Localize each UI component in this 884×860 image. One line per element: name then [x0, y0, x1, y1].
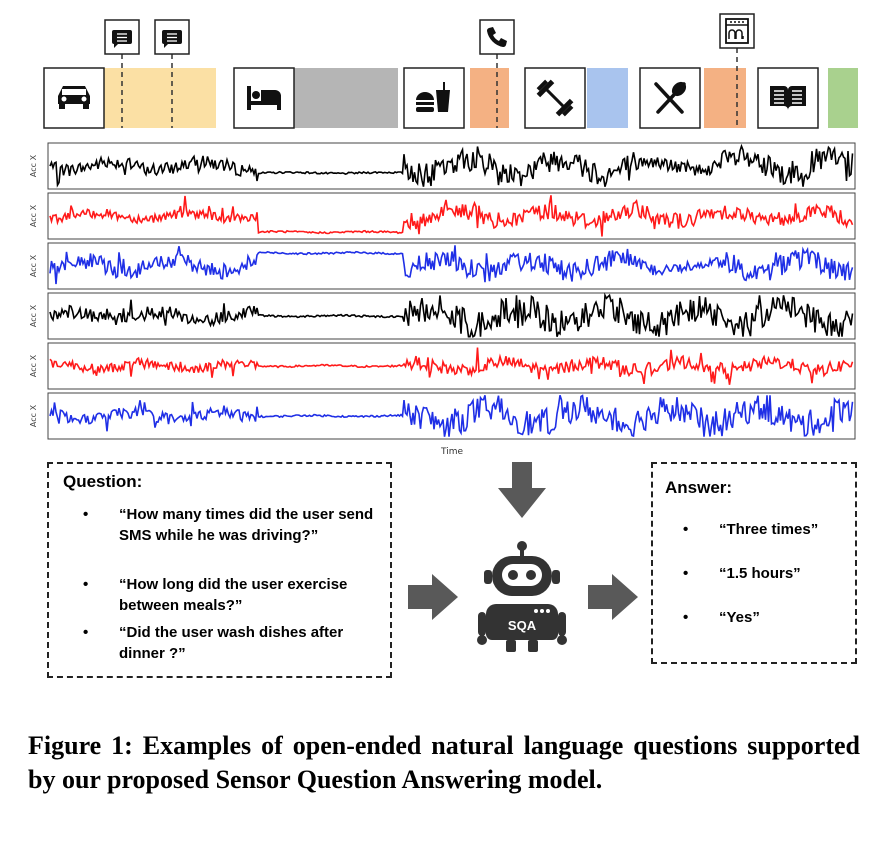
activity-icons: [43, 67, 819, 129]
answer-item: • “1.5 hours”: [683, 565, 801, 582]
acc-x-panel: Acc X: [29, 192, 856, 240]
acc-axis-label: Acc X: [29, 154, 38, 177]
question-box: Question: • “How many times did the user…: [47, 462, 392, 678]
question-item: • “How long did the user exercise betwee…: [83, 576, 348, 614]
signal-panels: Acc X Acc X Acc X Acc X Acc X Acc X: [29, 142, 856, 440]
right-arrow-icon: [588, 574, 638, 620]
activity-bar: [294, 68, 398, 128]
phone-icon: [479, 19, 515, 128]
question-item: • “How many times did the user send SMS …: [83, 506, 374, 544]
robot-label: SQA: [508, 618, 537, 633]
dumbbell-icon: [524, 67, 586, 129]
bullet: •: [83, 506, 89, 523]
acc-signal-line: [49, 245, 854, 285]
question-item: • “Did the user wash dishes after dinner…: [83, 624, 344, 662]
answer-item: • “Yes”: [683, 609, 760, 626]
activity-bar: [587, 68, 628, 128]
down-arrow-icon: [498, 462, 546, 518]
acc-signal-line: [49, 143, 854, 188]
sqa-flow: SQA: [408, 462, 638, 652]
bullet: •: [683, 609, 689, 626]
answer-title: Answer:: [665, 478, 733, 497]
acc-x-panel: Acc X: [29, 292, 856, 340]
answer-box: Answer: • “Three times” • “1.5 hours” • …: [651, 462, 857, 664]
activity-bar: [828, 68, 858, 128]
burger-drink-icon: [403, 67, 465, 129]
acc-signal-line: [49, 394, 854, 438]
sensor-timeline: Acc X Acc X Acc X Acc X Acc X Acc X Time: [29, 13, 858, 457]
bullet: •: [683, 565, 689, 582]
acc-x-panel: Acc X: [29, 242, 856, 290]
car-icon: [43, 67, 105, 129]
bed-icon: [233, 67, 295, 129]
acc-x-panel: Acc X: [29, 392, 856, 440]
fork-spoon-icon: [639, 67, 701, 129]
acc-signal-line: [49, 292, 854, 338]
event-markers: [104, 13, 755, 128]
acc-axis-label: Acc X: [29, 204, 38, 227]
bullet: •: [683, 521, 689, 538]
sms-icon: [154, 19, 190, 128]
answer-item: • “Three times”: [683, 521, 819, 538]
acc-axis-label: Acc X: [29, 254, 38, 277]
acc-axis-label: Acc X: [29, 354, 38, 377]
right-arrow-icon: [408, 574, 458, 620]
figure-caption: Figure 1: Examples of open-ended natural…: [28, 731, 860, 794]
dishwasher-icon: [719, 13, 755, 128]
activity-bar: [470, 68, 509, 128]
acc-x-panel: Acc X: [29, 342, 856, 390]
acc-signal-line: [49, 347, 854, 385]
activity-bar: [704, 68, 746, 128]
acc-signal-line: [49, 195, 854, 237]
figure: Acc X Acc X Acc X Acc X Acc X Acc X Time Ques…: [29, 13, 858, 678]
acc-x-panel: Acc X: [29, 142, 856, 190]
time-axis-label: Time: [440, 447, 463, 457]
sms-icon: [104, 19, 140, 128]
bullet: •: [83, 624, 89, 641]
acc-axis-label: Acc X: [29, 404, 38, 427]
acc-axis-label: Acc X: [29, 304, 38, 327]
robot-icon: SQA: [477, 541, 567, 652]
question-title: Question:: [63, 472, 143, 491]
activity-bars: [104, 68, 858, 128]
book-icon: [757, 67, 819, 129]
bullet: •: [83, 576, 89, 593]
